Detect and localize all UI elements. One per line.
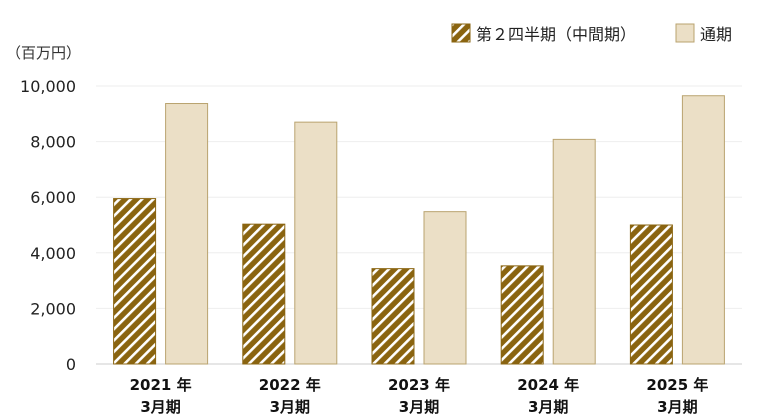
legend-swatch-interim — [451, 23, 471, 43]
y-tick-label: 2,000 — [30, 299, 76, 318]
x-tick-label-period: 3月期 — [270, 398, 310, 416]
bar-interim — [113, 198, 157, 365]
bar-interim — [500, 265, 544, 365]
bar-full-year — [681, 95, 725, 365]
bar-interim — [242, 223, 286, 365]
bar-interim — [371, 268, 415, 365]
y-tick-label: 4,000 — [30, 244, 76, 263]
x-tick-label-period: 3月期 — [528, 398, 568, 416]
bar-full-year — [423, 211, 467, 365]
y-tick-label: 6,000 — [30, 188, 76, 207]
x-tick-label-period: 3月期 — [399, 398, 439, 416]
legend-swatch-full-year — [675, 23, 695, 43]
bars — [113, 95, 725, 365]
y-tick-label: 0 — [66, 355, 76, 374]
x-tick-label-period: 3月期 — [140, 398, 180, 416]
y-tick-label: 8,000 — [30, 133, 76, 152]
bar-interim — [629, 224, 673, 365]
unit-label: （百万円） — [6, 44, 81, 62]
bar-full-year — [165, 103, 209, 365]
y-axis-ticks: 0 2,000 4,000 6,000 8,000 10,000 — [20, 77, 76, 374]
legend-label-interim: 第２四半期（中間期） — [476, 25, 636, 44]
legend-label-full-year: 通期 — [700, 25, 732, 44]
x-tick-label-year: 2021 年 — [130, 376, 192, 394]
x-tick-label-year: 2024 年 — [517, 376, 579, 394]
y-tick-label: 10,000 — [20, 77, 76, 96]
x-tick-label-year: 2022 年 — [259, 376, 321, 394]
bar-full-year — [552, 138, 596, 365]
x-tick-label-period: 3月期 — [657, 398, 697, 416]
bar-full-year — [294, 121, 338, 365]
x-tick-label-year: 2025 年 — [646, 376, 708, 394]
legend: 第２四半期（中間期） 通期 — [451, 23, 732, 44]
x-tick-label-year: 2023 年 — [388, 376, 450, 394]
x-axis-labels: 2021 年 3月期 2022 年 3月期 2023 年 3月期 2024 年 3月期 2025… — [130, 376, 709, 416]
